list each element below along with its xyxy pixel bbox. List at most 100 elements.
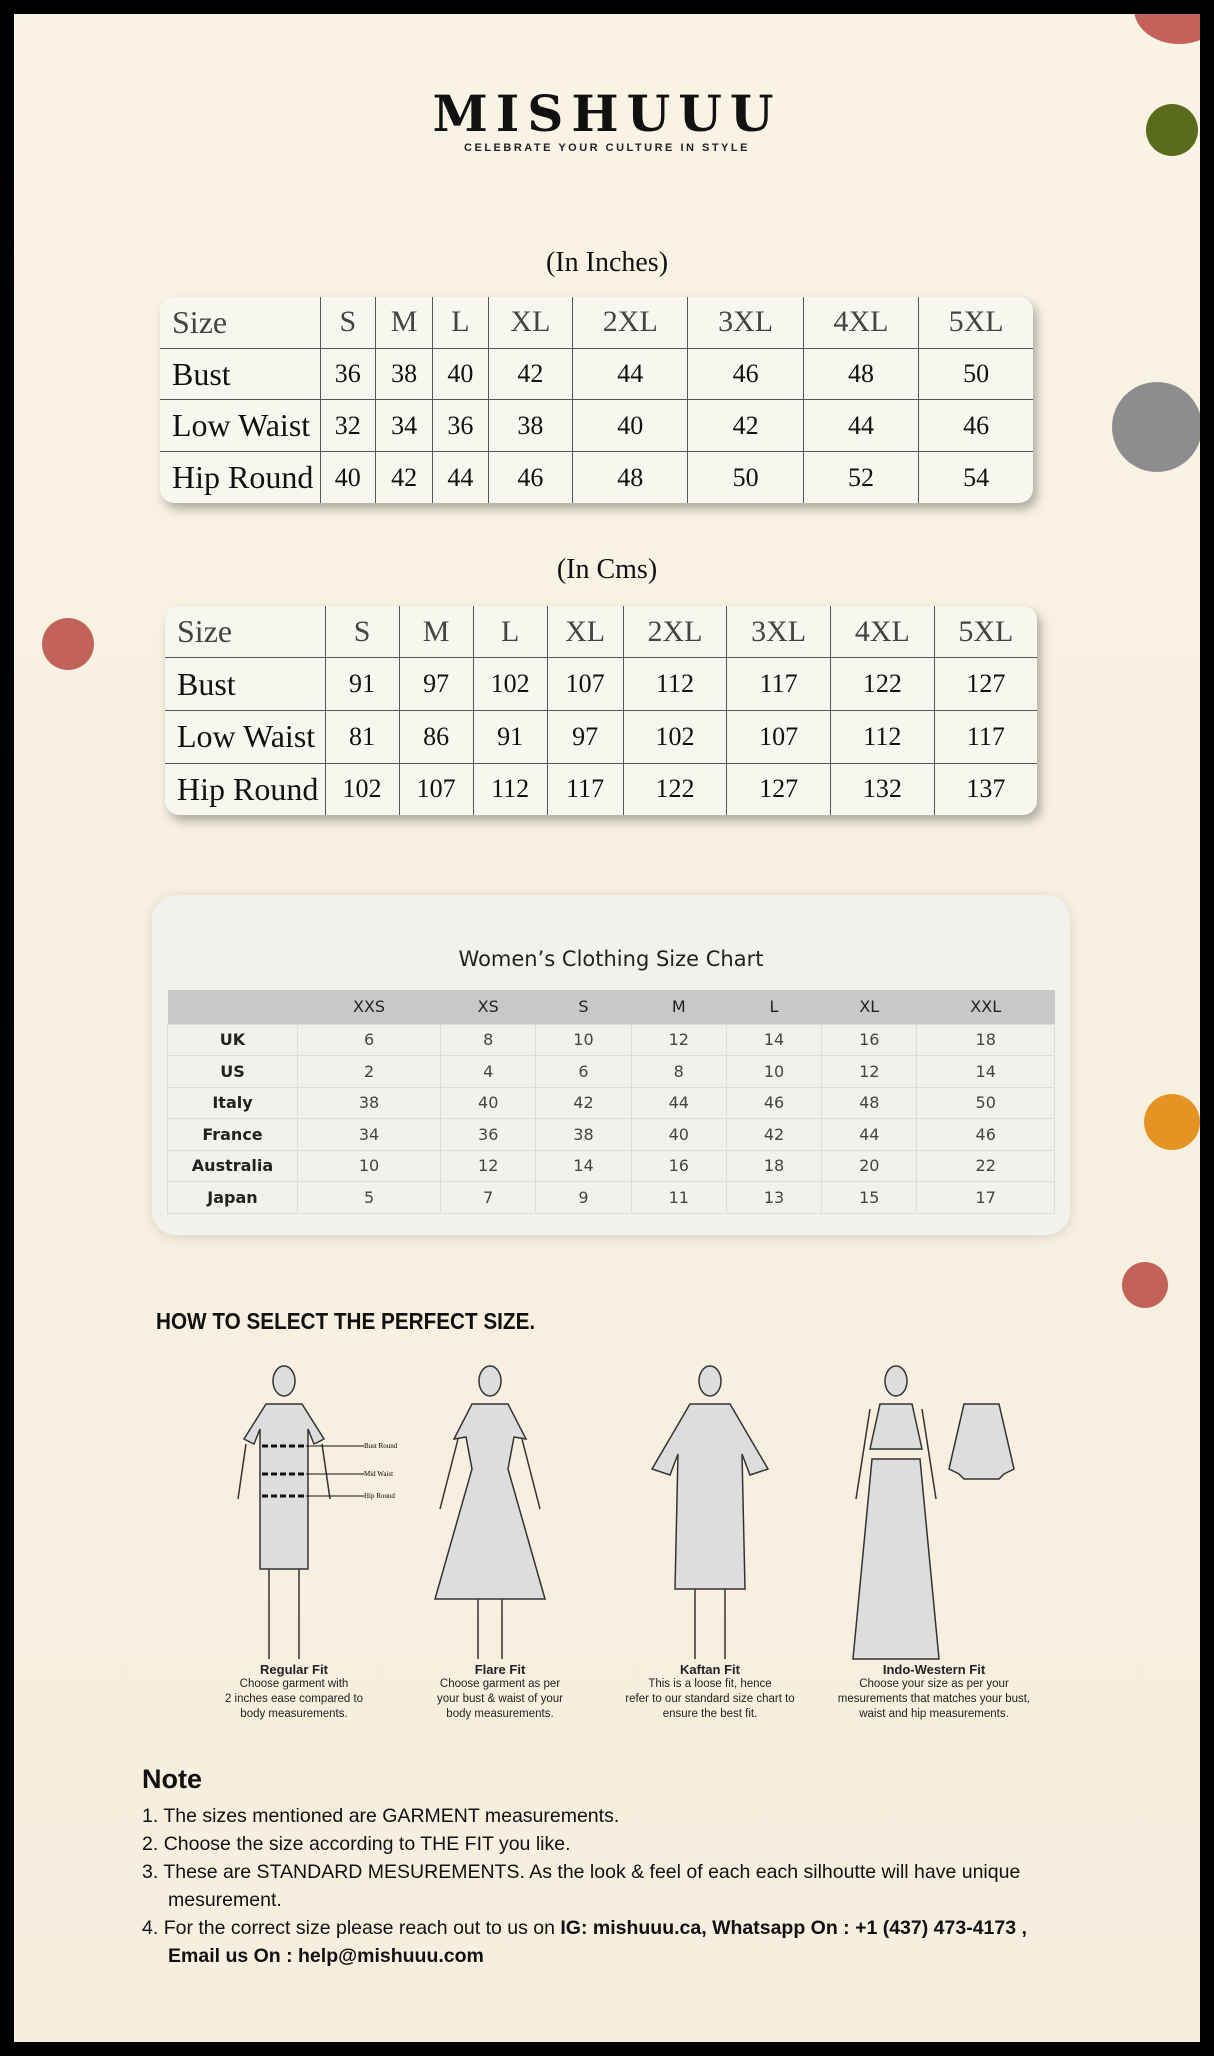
indo-western-fit-figure <box>852 1365 1015 1660</box>
value-cell: 4 <box>440 1055 537 1088</box>
value-cell: 10 <box>296 1149 442 1182</box>
value-cell: 137 <box>933 762 1037 815</box>
value-cell: 52 <box>802 451 920 503</box>
header-cell: 2XL <box>622 606 728 659</box>
note-list: 1. The sizes mentioned are GARMENT measu… <box>142 1802 1062 1970</box>
value-cell: 22 <box>916 1149 1055 1182</box>
note-item: 3. These are STANDARD MESUREMENTS. As th… <box>142 1858 1062 1914</box>
header-cell: M <box>398 606 474 659</box>
table-row: UK 6 8 10 12 14 16 18 <box>167 1023 1055 1056</box>
row-label: Hip Round <box>165 762 326 815</box>
indo-western-fit-caption: Indo-Western Fit Choose your size as per … <box>814 1662 1054 1722</box>
value-cell: 102 <box>324 762 400 815</box>
row-label: Australia <box>167 1149 298 1182</box>
header-cell: 2XL <box>572 297 689 349</box>
value-cell: 44 <box>432 451 489 503</box>
kaftan-fit-caption: Kaftan Fit This is a loose fit, hence refe… <box>590 1662 830 1722</box>
table-row: Low Waist 32 34 36 38 40 42 44 46 <box>160 399 1033 453</box>
row-label: US <box>167 1055 298 1088</box>
value-cell: 44 <box>630 1086 727 1119</box>
value-cell: 48 <box>802 347 920 401</box>
decor-circle-red <box>1134 14 1200 44</box>
header-cell: XS <box>440 990 536 1024</box>
value-cell: 5 <box>296 1181 442 1214</box>
value-cell: 127 <box>933 657 1037 711</box>
value-cell: 112 <box>829 709 935 764</box>
value-cell: 20 <box>821 1149 918 1182</box>
fit-name: Indo-Western Fit <box>882 1662 986 1677</box>
fit-name: Flare Fit <box>474 1662 526 1677</box>
table-row: US 2 4 6 8 10 12 14 <box>167 1055 1055 1088</box>
flare-fit-figure <box>434 1365 546 1659</box>
table-row: Italy 38 40 42 44 46 48 50 <box>167 1086 1055 1119</box>
header-cell: 3XL <box>726 606 831 659</box>
note-number: 4. <box>142 1917 159 1939</box>
value-cell: 44 <box>821 1118 918 1151</box>
value-cell: 40 <box>432 347 489 401</box>
decor-circle-green <box>1146 104 1198 156</box>
value-cell: 12 <box>630 1023 727 1056</box>
table-row: Bust 36 38 40 42 44 46 48 50 <box>160 347 1033 401</box>
header-cell: Size <box>160 297 321 349</box>
value-cell: 13 <box>725 1181 823 1214</box>
row-label: Low Waist <box>160 399 321 453</box>
value-cell: 14 <box>725 1023 823 1056</box>
value-cell: 44 <box>572 347 689 401</box>
value-cell: 7 <box>440 1181 537 1214</box>
value-cell: 18 <box>916 1023 1055 1056</box>
fit-description-line: refer to our standard size chart to <box>625 1693 795 1705</box>
value-cell: 18 <box>725 1149 823 1182</box>
decor-circle-orange <box>1144 1094 1200 1150</box>
fit-description-line: body measurements. <box>446 1708 554 1720</box>
row-label: Italy <box>167 1086 298 1119</box>
row-label: Bust <box>165 657 326 711</box>
value-cell: 2 <box>296 1055 442 1088</box>
value-cell: 10 <box>535 1023 632 1056</box>
header-cell: XXL <box>916 990 1055 1024</box>
value-cell: 46 <box>687 347 804 401</box>
value-cell: 112 <box>622 657 728 711</box>
row-label: Bust <box>160 347 321 401</box>
value-cell: 112 <box>472 762 548 815</box>
value-cell: 107 <box>546 657 624 711</box>
fit-description-line: your bust & waist of your <box>437 1693 563 1705</box>
value-cell: 38 <box>487 399 574 453</box>
fit-description-line: This is a loose fit, hence <box>648 1678 772 1690</box>
value-cell: 102 <box>622 709 728 764</box>
header-cell: XXS <box>297 990 441 1024</box>
value-cell: 50 <box>916 1086 1055 1119</box>
header-row: Size S M L XL 2XL 3XL 4XL 5XL <box>160 297 1033 349</box>
value-cell: 117 <box>546 762 624 815</box>
table-row: Bust 91 97 102 107 112 117 122 127 <box>165 657 1037 711</box>
value-cell: 40 <box>440 1086 537 1119</box>
value-cell: 6 <box>296 1023 442 1056</box>
fit-name: Kaftan Fit <box>680 1662 740 1677</box>
value-cell: 9 <box>535 1181 632 1214</box>
value-cell: 42 <box>687 399 804 453</box>
value-cell: 46 <box>725 1086 823 1119</box>
value-cell: 107 <box>398 762 474 815</box>
fit-description-line: Choose your size as per your <box>859 1678 1009 1690</box>
value-cell: 12 <box>821 1055 918 1088</box>
value-cell: 117 <box>726 657 831 711</box>
regular-fit-caption: Regular Fit Choose garment with 2 inches e… <box>174 1662 414 1722</box>
value-cell: 36 <box>432 399 489 453</box>
table-row: Hip Round 40 42 44 46 48 50 52 54 <box>160 451 1033 503</box>
decor-circle-red <box>1122 1262 1168 1308</box>
note-text: For the correct size please reach out to… <box>163 1917 561 1939</box>
value-cell: 36 <box>440 1118 537 1151</box>
brand-tagline: CELEBRATE YOUR CULTURE IN STYLE <box>464 142 750 154</box>
header-cell: 4XL <box>802 297 920 349</box>
womens-chart-title: Women’s Clothing Size Chart <box>458 947 764 971</box>
fit-name: Regular Fit <box>260 1662 328 1677</box>
value-cell: 11 <box>630 1181 727 1214</box>
value-cell: 97 <box>546 709 624 764</box>
value-cell: 122 <box>622 762 728 815</box>
note-item: 2. Choose the size according to THE FIT … <box>142 1830 1062 1858</box>
value-cell: 50 <box>687 451 804 503</box>
fit-description-line: waist and hip measurements. <box>859 1708 1009 1720</box>
header-cell: L <box>432 297 489 349</box>
note-text: These are STANDARD MESUREMENTS. As the l… <box>163 1861 1021 1911</box>
brand-logo: MISHUUU <box>432 84 782 143</box>
cms-size-table: Size S M L XL 2XL 3XL 4XL 5XL Bust 91 97 102 107 112 11… <box>165 606 1037 815</box>
